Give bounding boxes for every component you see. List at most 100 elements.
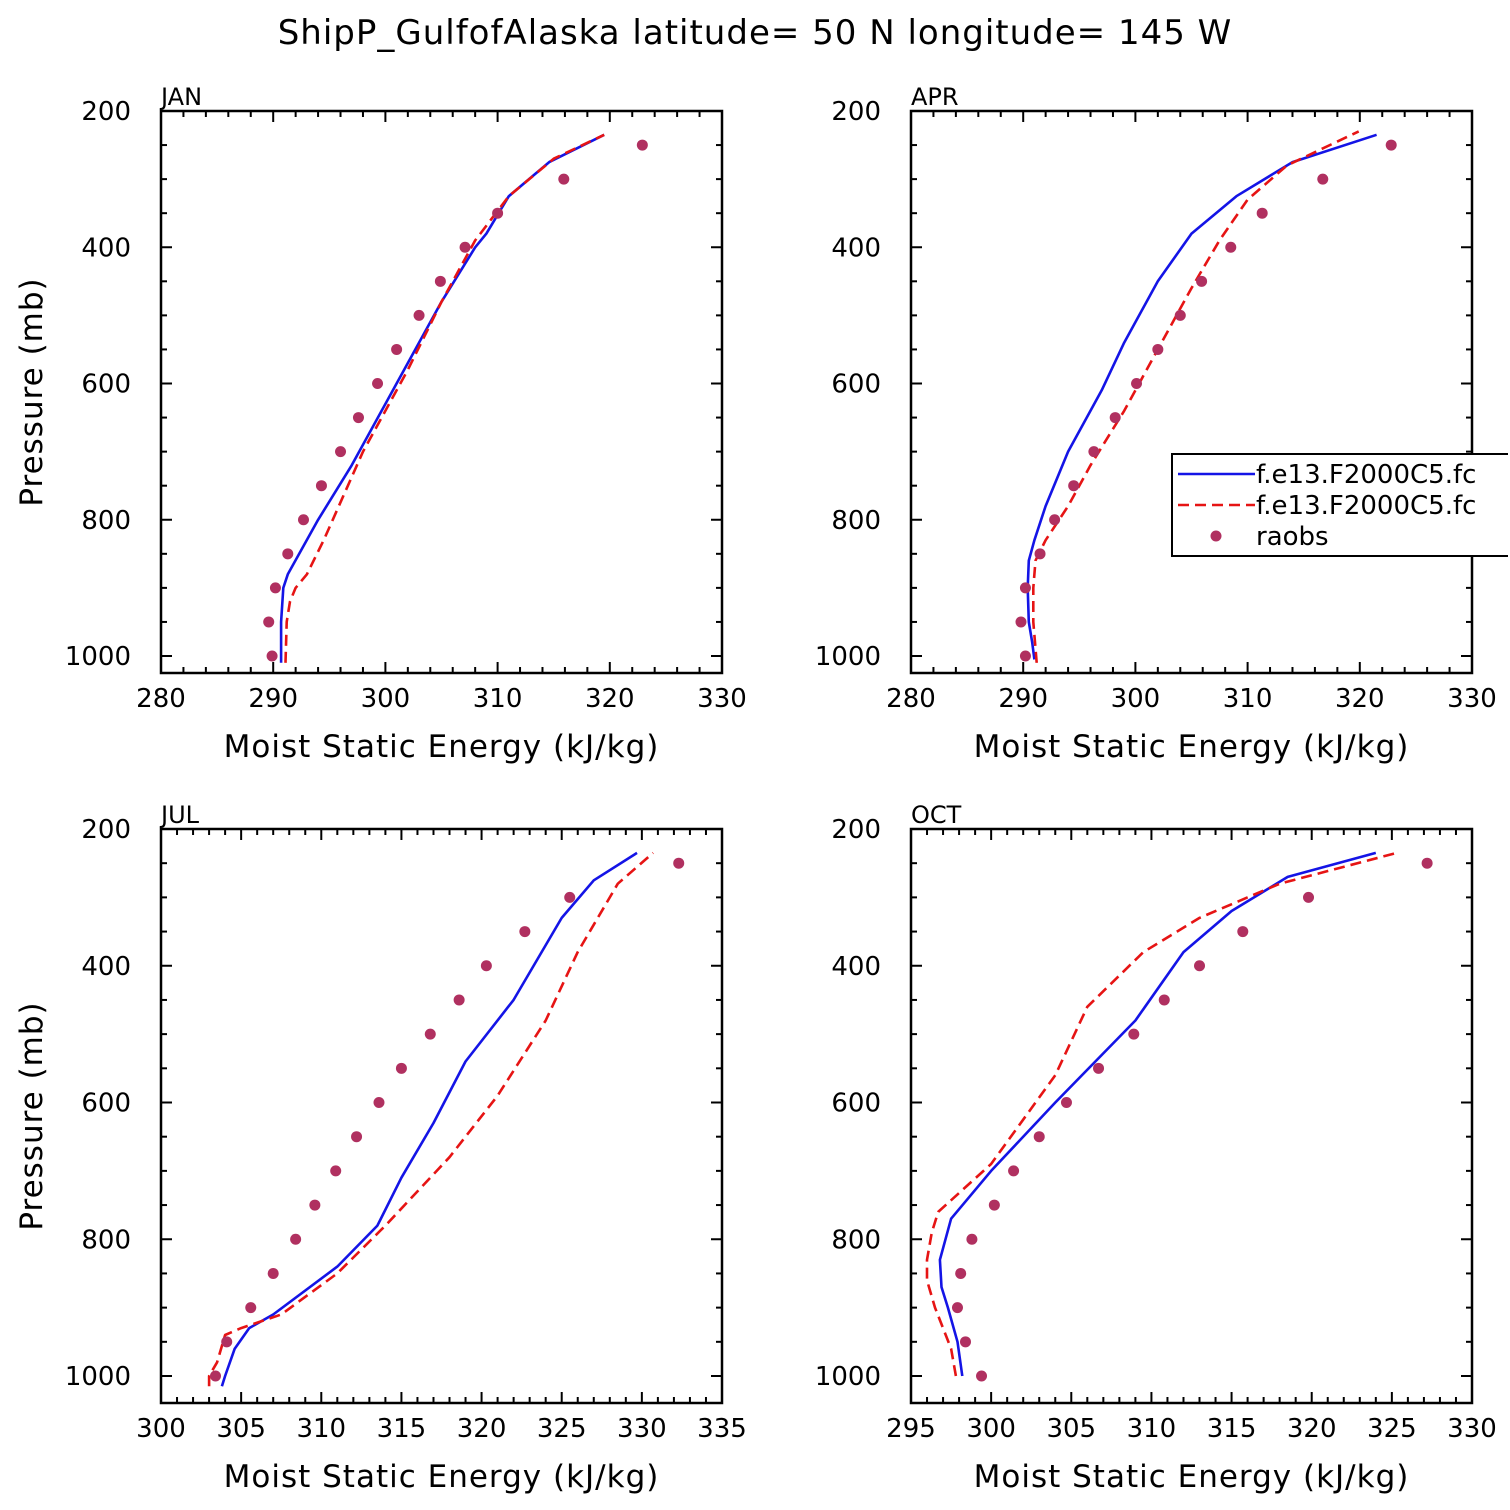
panels: JAN 280 290 300 310 320 330 200 400 600 800 1000 Moi… xyxy=(14,83,1497,1495)
y-tick-label: 800 xyxy=(81,506,131,536)
plot-frame xyxy=(909,827,1474,1405)
raobs-point xyxy=(351,1131,363,1143)
raobs-point xyxy=(1109,412,1121,424)
x-tick-label: 330 xyxy=(1447,1414,1497,1444)
legend-label: f.e13.F2000C5.fc xyxy=(1256,460,1476,490)
legend-label: raobs xyxy=(1256,522,1329,552)
x-tick-label: 280 xyxy=(136,684,186,714)
x-tick-label: 320 xyxy=(585,684,635,714)
x-tick-label: 310 xyxy=(1127,1414,1177,1444)
raobs-point xyxy=(492,207,504,219)
plot-frame xyxy=(159,109,724,675)
raobs-point xyxy=(1128,1028,1140,1040)
panel-apr: APR 280 290 300 310 320 330 200 400 600 800 1000 Moi… xyxy=(815,83,1497,765)
x-tick-label: 320 xyxy=(1335,684,1385,714)
x-tick-label: 280 xyxy=(886,684,936,714)
y-axis-title: Pressure (mb) xyxy=(14,277,50,506)
raobs-point xyxy=(959,1336,971,1348)
x-tick-label: 295 xyxy=(886,1414,936,1444)
raobs-point xyxy=(209,1370,221,1382)
raobs-point xyxy=(1068,480,1080,492)
x-tick-label: 300 xyxy=(361,684,411,714)
raobs-point xyxy=(290,1233,302,1245)
raobs-point xyxy=(1008,1165,1020,1177)
y-tick-label: 1000 xyxy=(65,642,131,672)
y-axis-title: Pressure (mb) xyxy=(14,1001,50,1230)
panel-label: APR xyxy=(911,83,959,111)
series-line-2 xyxy=(284,133,605,663)
x-tick-label: 310 xyxy=(473,684,523,714)
x-tick-label: 310 xyxy=(296,1414,346,1444)
raobs-point xyxy=(1196,275,1208,287)
raobs-point xyxy=(1158,994,1170,1006)
raobs-point xyxy=(564,891,576,903)
y-tick-label: 800 xyxy=(831,506,881,536)
legend-label: f.e13.F2000C5.fc xyxy=(1256,491,1476,521)
raobs-point xyxy=(519,926,531,938)
raobs-point xyxy=(459,241,471,253)
legend-marker-dot xyxy=(1210,530,1222,542)
raobs-point xyxy=(966,1233,978,1245)
raobs-point xyxy=(1256,207,1268,219)
raobs-point xyxy=(951,1302,963,1314)
y-tick-label: 800 xyxy=(831,1225,881,1255)
series-line-1 xyxy=(1026,133,1378,660)
raobs-point xyxy=(1088,446,1100,458)
raobs-point xyxy=(1034,548,1046,560)
raobs-point xyxy=(266,650,278,662)
raobs-point xyxy=(1019,582,1031,594)
main-title: ShipP_GulfofAlaska latitude= 50 N longit… xyxy=(278,13,1233,53)
x-axis-title: Moist Static Energy (kJ/kg) xyxy=(224,1459,660,1495)
raobs-point xyxy=(453,994,465,1006)
raobs-point xyxy=(1237,926,1249,938)
y-tick-label: 600 xyxy=(831,1089,881,1119)
y-tick-label: 200 xyxy=(831,97,881,127)
raobs-point xyxy=(395,1062,407,1074)
x-tick-label: 325 xyxy=(537,1414,587,1444)
raobs-point xyxy=(245,1302,257,1314)
raobs-point xyxy=(1033,1131,1045,1143)
raobs-point xyxy=(636,139,648,151)
plot-frame xyxy=(909,109,1474,675)
x-tick-label: 320 xyxy=(1287,1414,1337,1444)
x-tick-label: 305 xyxy=(1046,1414,1096,1444)
y-tick-label: 800 xyxy=(81,1225,131,1255)
raobs-point xyxy=(297,514,309,526)
y-tick-label: 600 xyxy=(81,1089,131,1119)
raobs-point xyxy=(1174,309,1186,321)
panel-jul: JUL 300 305 310 315 320 325 330 335 200 400 600 800 1… xyxy=(14,801,747,1495)
x-axis-title: Moist Static Energy (kJ/kg) xyxy=(974,1459,1410,1495)
x-tick-label: 335 xyxy=(697,1414,747,1444)
raobs-point xyxy=(955,1267,967,1279)
raobs-point xyxy=(335,446,347,458)
x-tick-label: 310 xyxy=(1223,684,1273,714)
raobs-point xyxy=(413,309,425,321)
raobs-point xyxy=(282,548,294,560)
x-tick-label: 300 xyxy=(966,1414,1016,1444)
raobs-point xyxy=(373,1097,385,1108)
y-tick-label: 600 xyxy=(81,370,131,400)
raobs-point xyxy=(1225,241,1237,253)
y-tick-label: 200 xyxy=(831,815,881,845)
raobs-point xyxy=(1131,378,1143,389)
x-tick-label: 300 xyxy=(1111,684,1161,714)
plot-frame xyxy=(159,827,724,1405)
series-line-1 xyxy=(220,851,638,1387)
raobs-point xyxy=(315,480,327,492)
raobs-point xyxy=(434,275,446,287)
raobs-point xyxy=(673,857,685,869)
y-tick-label: 400 xyxy=(831,952,881,982)
x-tick-label: 330 xyxy=(697,684,747,714)
x-tick-label: 325 xyxy=(1367,1414,1417,1444)
x-tick-label: 315 xyxy=(377,1414,427,1444)
raobs-point xyxy=(1152,343,1164,355)
panel-label: OCT xyxy=(911,801,962,829)
raobs-point xyxy=(988,1199,1000,1211)
raobs-point xyxy=(1317,173,1329,185)
panel-label: JUL xyxy=(159,801,200,829)
x-tick-label: 330 xyxy=(1447,684,1497,714)
raobs-point xyxy=(309,1199,321,1211)
raobs-point xyxy=(352,412,364,424)
